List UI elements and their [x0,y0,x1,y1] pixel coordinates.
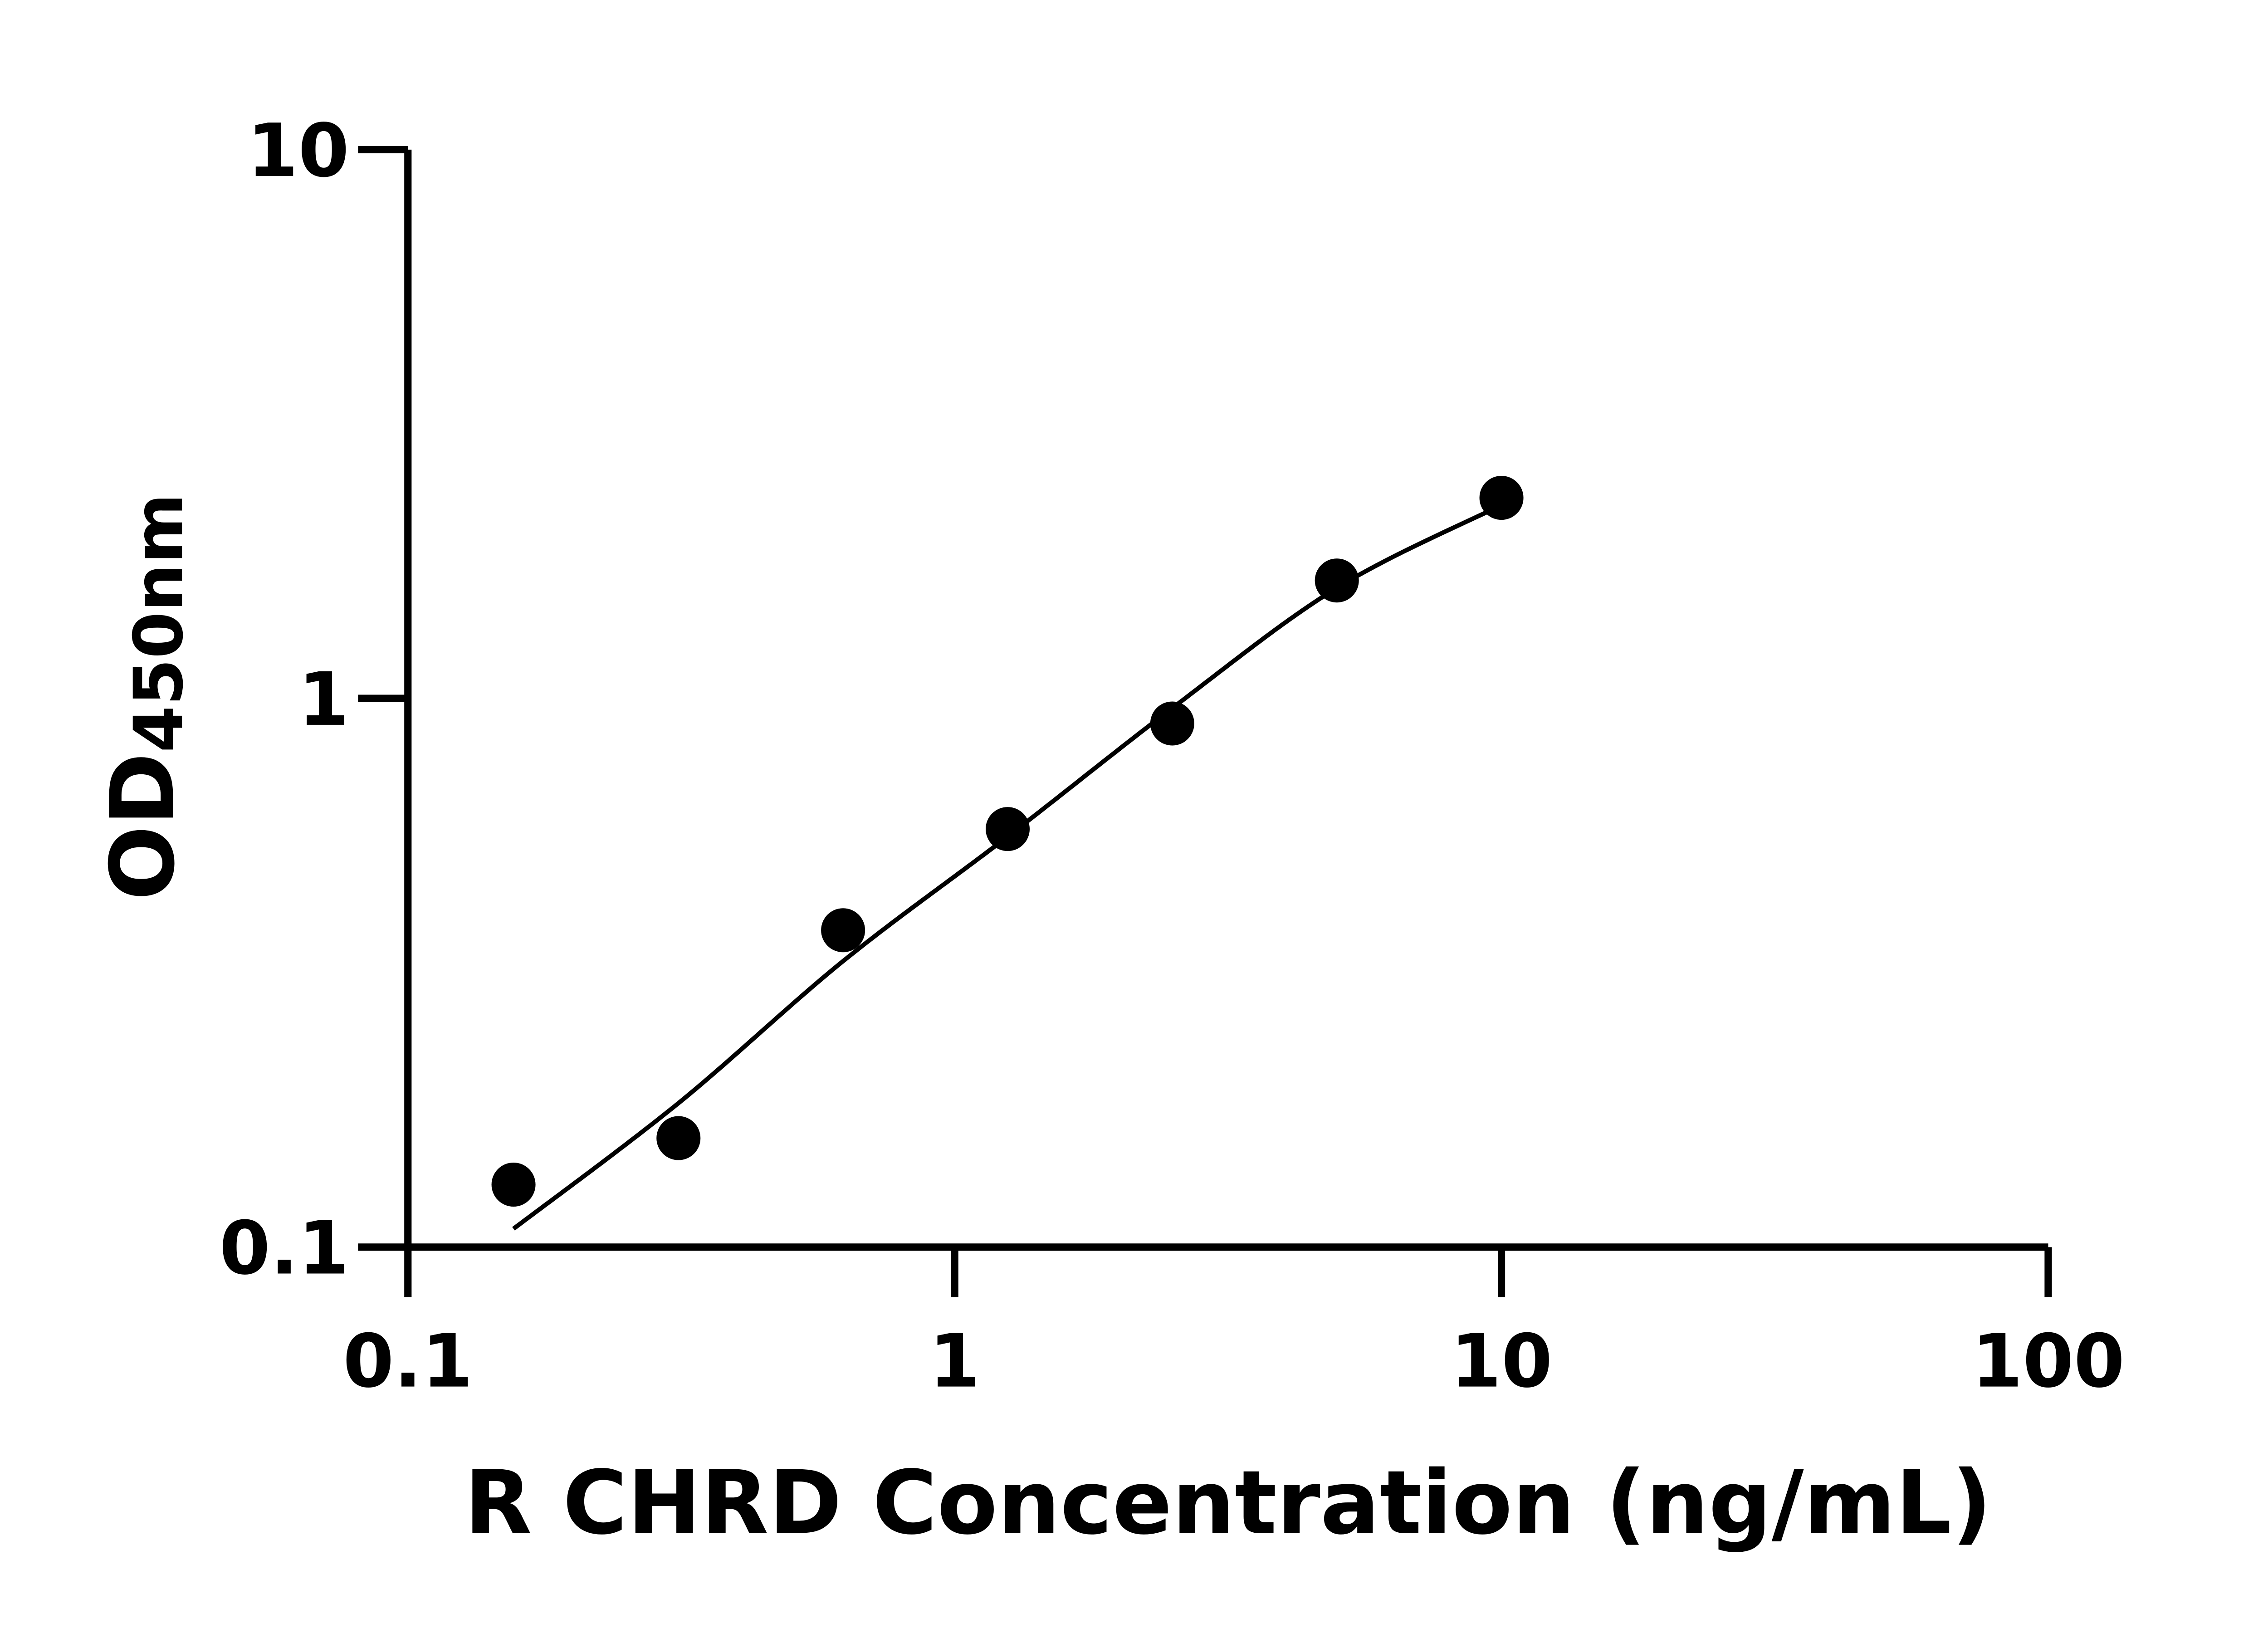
y-tick-label: 0.1 [219,1206,349,1291]
fit-curve-group [512,503,1503,1231]
y-tick-label: 10 [247,108,349,194]
x-tick-label: 100 [1972,1319,2125,1404]
data-point [656,1116,701,1160]
fit-curve [512,503,1503,1231]
data-point [491,1162,536,1207]
data-points [491,475,1524,1207]
y-axis-label-main: OD [92,753,194,900]
data-point [1150,701,1194,746]
y-axis-label: OD450nm [92,494,198,901]
x-axis-label: R CHRD Concentration (ng/mL) [464,1452,1992,1554]
x-tick-label: 1 [929,1319,980,1404]
y-tick-label: 1 [298,657,349,743]
data-point [985,807,1030,851]
data-point [1315,558,1359,603]
data-point [821,908,865,953]
y-axis-label-sub: 450nm [120,494,198,753]
axes: 0.1 1 10 100 0.1 1 10 [219,108,2125,1404]
x-tick-label: 10 [1451,1319,1553,1404]
data-point [1479,475,1524,520]
x-tick-label: 0.1 [343,1319,473,1404]
svg-text:OD450nm: OD450nm [92,494,198,901]
